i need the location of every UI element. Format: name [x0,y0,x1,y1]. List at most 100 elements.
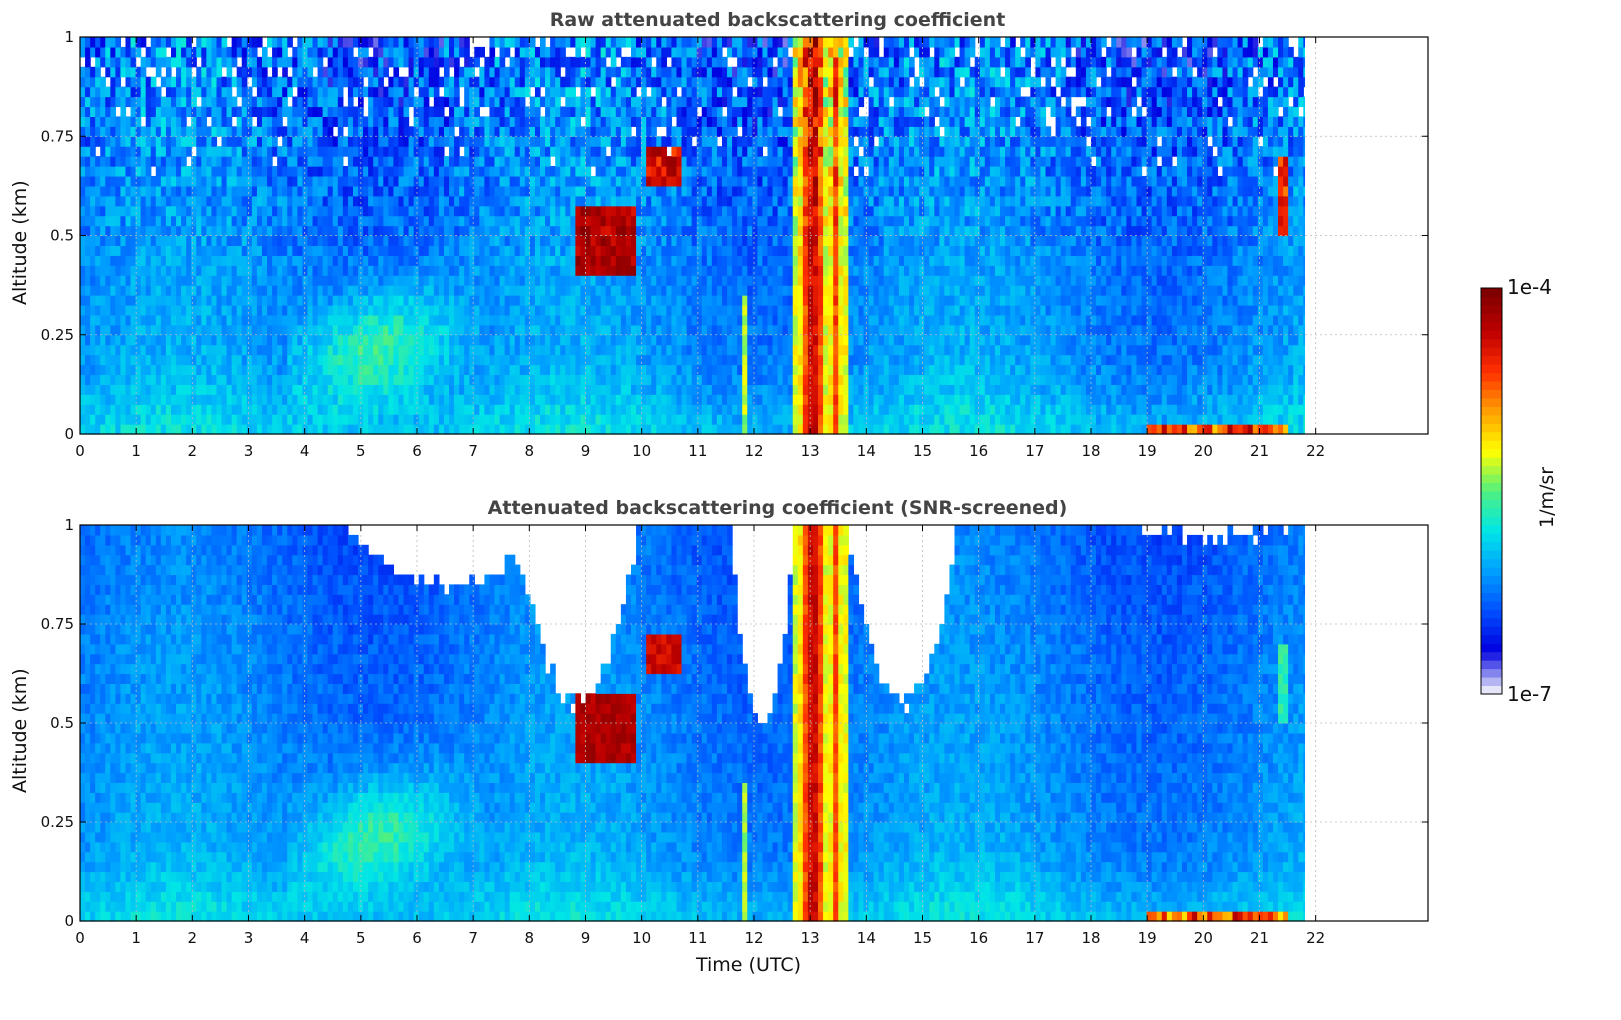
heatmap-cell [257,374,263,385]
heatmap-cell [388,57,394,68]
heatmap-cell [313,345,319,356]
heatmap-cell [282,166,288,177]
heatmap-cell [85,206,91,217]
heatmap-cell [671,275,677,286]
heatmap-cell [216,384,222,395]
heatmap-cell [115,37,121,48]
heatmap-cell [409,355,415,366]
heatmap-cell [596,404,602,415]
heatmap-cell [671,285,677,296]
heatmap-cell [343,186,349,197]
heatmap-cell [80,325,86,336]
heatmap-cell [131,176,137,187]
heatmap-cell [368,345,374,356]
heatmap-cell [85,275,91,286]
heatmap-cell [636,285,642,296]
heatmap-cell [661,136,667,147]
heatmap-cell [348,57,354,68]
heatmap-cell [454,414,460,425]
heatmap-cell [156,57,162,68]
heatmap-cell [414,424,420,435]
heatmap-cell [545,245,551,256]
heatmap-cell [707,156,713,167]
heatmap-cell [626,186,632,197]
heatmap-cell [267,384,273,395]
heatmap-cell [297,106,303,117]
heatmap-cell [232,315,238,326]
heatmap-cell [277,305,283,316]
heatmap-cell [206,206,212,217]
heatmap-cell [707,87,713,98]
heatmap-cell [363,196,369,207]
heatmap-cell [105,414,111,425]
heatmap-cell [80,265,86,276]
heatmap-cell [95,295,101,306]
heatmap-cell [206,226,212,237]
heatmap-cell [292,424,298,435]
heatmap-cell [242,166,248,177]
heatmap-cell [110,305,116,316]
heatmap-cell [495,186,501,197]
heatmap-cell [237,384,243,395]
heatmap-cell [479,245,485,256]
heatmap-cell [687,166,693,177]
heatmap-cell [631,335,637,346]
heatmap-cell [515,325,521,336]
heatmap-cell [671,87,677,98]
heatmap-cell [565,255,571,266]
heatmap-cell [621,236,627,247]
heatmap-cell [100,365,106,376]
heatmap-cell [682,374,688,385]
heatmap-cell [141,156,147,167]
heatmap-cell [161,206,167,217]
heatmap-cell [161,47,167,58]
heatmap-cell [616,236,622,247]
heatmap-cell [318,176,324,187]
heatmap-cell [328,216,334,227]
heatmap-cell [550,384,556,395]
heatmap-cell [222,37,228,48]
heatmap-cell [95,47,101,58]
heatmap-cell [181,295,187,306]
heatmap-cell [323,275,329,286]
heatmap-cell [601,166,607,177]
heatmap-cell [201,404,207,415]
heatmap-cell [687,404,693,415]
heatmap-cell [656,156,662,167]
heatmap-cell [495,305,501,316]
heatmap-cell [606,285,612,296]
heatmap-cell [469,196,475,207]
heatmap-cell [707,126,713,137]
heatmap-cell [646,106,652,117]
heatmap-cell [85,414,91,425]
heatmap-cell [717,335,723,346]
heatmap-cell [383,226,389,237]
heatmap-cell [237,87,243,98]
heatmap-cell [252,37,258,48]
heatmap-cell [166,236,172,247]
heatmap-cell [520,265,526,276]
heatmap-cell [616,216,622,227]
heatmap-cell [540,245,546,256]
heatmap-cell [272,47,278,58]
heatmap-cell [454,365,460,376]
heatmap-cell [687,186,693,197]
heatmap-cell [328,404,334,415]
heatmap-cell [419,136,425,147]
heatmap-cell [626,146,632,157]
heatmap-cell [141,275,147,286]
heatmap-cell [176,57,182,68]
heatmap-cell [459,116,465,127]
heatmap-cell [277,186,283,197]
heatmap-cell [505,87,511,98]
heatmap-cell [201,216,207,227]
heatmap-cell [722,87,728,98]
heatmap-cell [333,77,339,88]
heatmap-cell [292,265,298,276]
heatmap-cell [505,345,511,356]
heatmap-cell [272,116,278,127]
heatmap-cell [100,206,106,217]
heatmap-cell [666,216,672,227]
heatmap-cell [206,275,212,286]
heatmap-cell [439,404,445,415]
